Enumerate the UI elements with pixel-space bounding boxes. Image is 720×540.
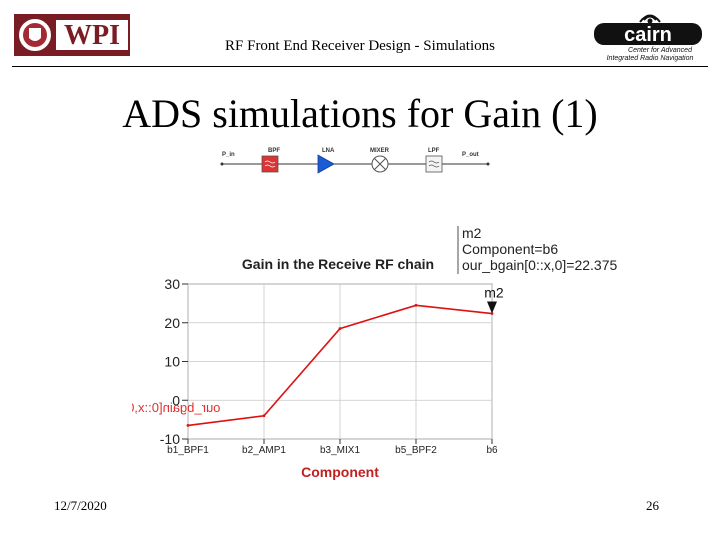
block-label-mixer: MIXER — [370, 148, 390, 154]
y-tick-label: 30 — [164, 276, 180, 292]
x-axis: b1_BPF1 b2_AMP1 b3_MIX1 b5_BPF2 b6 — [167, 439, 498, 456]
series-layer — [186, 303, 494, 427]
slide-title: ADS simulations for Gain (1) — [122, 91, 598, 136]
y-tick-label: 10 — [164, 354, 180, 370]
block-label-bpf: BPF — [268, 148, 280, 154]
footer-date: 12/7/2020 — [54, 498, 107, 513]
header-divider — [12, 66, 708, 67]
x-tick-label: b2_AMP1 — [242, 445, 286, 456]
wpi-logo-text: WPI — [64, 20, 120, 51]
footer-page-number: 26 — [646, 498, 659, 513]
chart-grid — [187, 283, 493, 440]
block-label-lna: LNA — [322, 148, 335, 154]
header-title: RF Front End Receiver Design - Simulatio… — [225, 38, 495, 54]
marker-triangle-icon — [487, 301, 497, 314]
x-tick-label: b5_BPF2 — [395, 445, 437, 456]
y-tick-label: -10 — [160, 431, 180, 447]
wpi-logo: WPI — [14, 14, 130, 56]
bpf-block-icon — [261, 155, 279, 173]
gain-data-point — [414, 303, 418, 307]
lpf-block-icon — [425, 155, 443, 173]
gain-data-point — [262, 414, 266, 418]
y-tick-label: 20 — [164, 315, 180, 331]
gain-data-point — [338, 327, 342, 330]
rf-chain-diagram: P_in BPF LNA MIXER LPF P_out — [220, 148, 490, 174]
y-axis-label: our_bgain[0::x,0] — [132, 400, 220, 415]
block-label-p-in: P_in — [222, 152, 235, 158]
gain-data-point — [186, 424, 190, 427]
block-label-p-out: P_out — [462, 152, 479, 158]
marker-readout-line1: m2 — [462, 225, 482, 241]
marker-label: m2 — [484, 285, 504, 301]
x-tick-label: b3_MIX1 — [320, 445, 360, 456]
marker-readout-line2: Component=b6 — [462, 241, 558, 257]
block-label-lpf: LPF — [428, 148, 440, 154]
marker-layer: m2 — [484, 285, 504, 314]
y-tick-label: 0 — [172, 392, 180, 408]
chart-title: Gain in the Receive RF chain — [242, 256, 434, 272]
gain-chart: Gain in the Receive RF chain m2 Componen… — [132, 225, 618, 480]
x-tick-label: b1_BPF1 — [167, 445, 209, 456]
lna-block-icon — [317, 154, 335, 174]
x-tick-label: b6 — [486, 445, 498, 456]
x-axis-label: Component — [301, 464, 379, 480]
marker-readout-line3: our_bgain[0::x,0]=22.375 — [462, 257, 618, 273]
cairn-logo: cairn Center for Advanced Integrated Rad… — [594, 14, 702, 62]
cairn-logo-text: cairn — [624, 24, 672, 46]
cairn-caption-2: Integrated Radio Navigation — [607, 55, 694, 62]
y-axis: -10 0 10 20 30 — [160, 276, 188, 447]
cairn-caption-1: Center for Advanced — [628, 47, 693, 54]
